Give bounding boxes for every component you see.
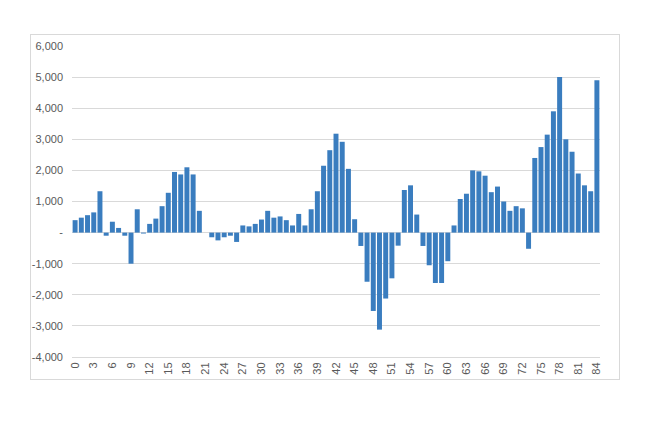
svg-text:51: 51 [385, 362, 397, 374]
svg-text:66: 66 [479, 362, 491, 374]
svg-text:33: 33 [274, 362, 286, 374]
svg-text:63: 63 [460, 362, 472, 374]
svg-text:6,000: 6,000 [35, 40, 63, 52]
svg-text:30: 30 [255, 362, 267, 374]
svg-text:3,000: 3,000 [35, 133, 63, 145]
svg-text:21: 21 [199, 362, 211, 374]
svg-text:2,000: 2,000 [35, 164, 63, 176]
svg-text:42: 42 [330, 362, 342, 374]
svg-text:69: 69 [497, 362, 509, 374]
svg-text:3: 3 [87, 362, 99, 368]
svg-text:-: - [59, 226, 63, 238]
svg-text:0: 0 [69, 362, 81, 368]
svg-text:54: 54 [404, 362, 416, 374]
svg-text:-4,000: -4,000 [32, 351, 63, 363]
svg-text:12: 12 [143, 362, 155, 374]
svg-text:4,000: 4,000 [35, 102, 63, 114]
svg-text:36: 36 [292, 362, 304, 374]
svg-text:-1,000: -1,000 [32, 258, 63, 270]
svg-text:-2,000: -2,000 [32, 289, 63, 301]
svg-text:15: 15 [162, 362, 174, 374]
svg-text:75: 75 [535, 362, 547, 374]
svg-text:48: 48 [367, 362, 379, 374]
svg-text:72: 72 [516, 362, 528, 374]
svg-text:78: 78 [553, 362, 565, 374]
svg-text:27: 27 [236, 362, 248, 374]
svg-text:1,000: 1,000 [35, 195, 63, 207]
svg-text:81: 81 [572, 362, 584, 374]
svg-text:18: 18 [180, 362, 192, 374]
svg-text:39: 39 [311, 362, 323, 374]
svg-text:84: 84 [590, 362, 602, 374]
svg-text:24: 24 [218, 362, 230, 374]
svg-text:57: 57 [423, 362, 435, 374]
svg-text:9: 9 [125, 362, 137, 368]
svg-text:60: 60 [441, 362, 453, 374]
svg-text:-3,000: -3,000 [32, 320, 63, 332]
svg-text:45: 45 [348, 362, 360, 374]
svg-text:6: 6 [106, 362, 118, 368]
svg-text:5,000: 5,000 [35, 71, 63, 83]
